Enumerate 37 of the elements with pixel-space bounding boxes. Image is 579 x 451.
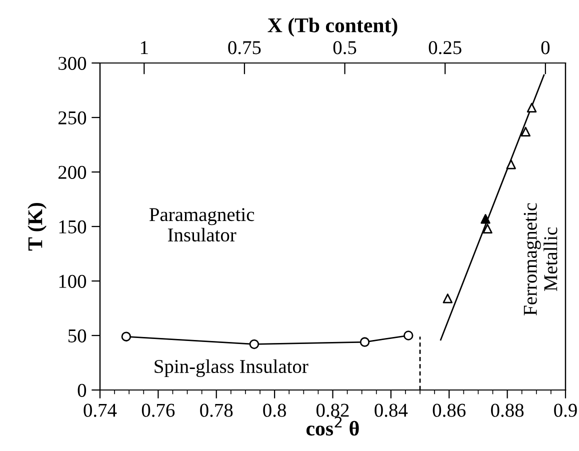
- point: [442, 294, 453, 304]
- point: [506, 160, 516, 170]
- y-tick-label: 300: [58, 56, 86, 70]
- y-tick-label: 0: [78, 384, 86, 397]
- y-tick-label: 50: [68, 329, 86, 342]
- annotation: Spin-glass Insulator: [154, 359, 308, 378]
- point: [249, 339, 260, 350]
- y-axis-title: T (K): [28, 203, 47, 251]
- x-tick-label: 0.88: [491, 404, 524, 417]
- x2-tick-label: 0: [541, 41, 550, 54]
- x-tick-label: 0.86: [432, 404, 466, 417]
- x-tick-label: 0.82: [316, 404, 349, 417]
- point: [480, 214, 490, 224]
- annotation: Paramagnetic Insulator: [149, 208, 254, 242]
- x2-tick-label: 1: [140, 41, 148, 54]
- point: [404, 330, 414, 340]
- x-tick-label: 0.8: [263, 404, 286, 417]
- point: [360, 337, 370, 347]
- y-tick-label: 200: [58, 166, 86, 179]
- annotation: Ferromagnetic Metallic: [524, 203, 558, 316]
- x-tick-label: 0.76: [142, 404, 175, 417]
- x2-tick-label: 0.5: [333, 41, 356, 54]
- point: [526, 102, 537, 113]
- point: [520, 126, 531, 137]
- y-tick-label: 150: [59, 220, 86, 234]
- x-tick-label: 0.74: [84, 404, 117, 417]
- x2-tick-label: 0.25: [428, 41, 462, 54]
- point: [121, 332, 132, 342]
- y-tick-label: 250: [58, 111, 86, 124]
- x2-axis-title: X (Tb content): [268, 18, 398, 37]
- x-tick-label: 0.84: [374, 404, 408, 417]
- x-tick-label: 0.78: [200, 404, 233, 417]
- point: [482, 224, 492, 234]
- y-tick-label: 100: [59, 274, 86, 288]
- x-tick-label: 0.9: [554, 404, 577, 417]
- x2-tick-label: 0.75: [228, 41, 261, 54]
- x-axis-title: cos$^{2}$ θ: [306, 416, 359, 436]
